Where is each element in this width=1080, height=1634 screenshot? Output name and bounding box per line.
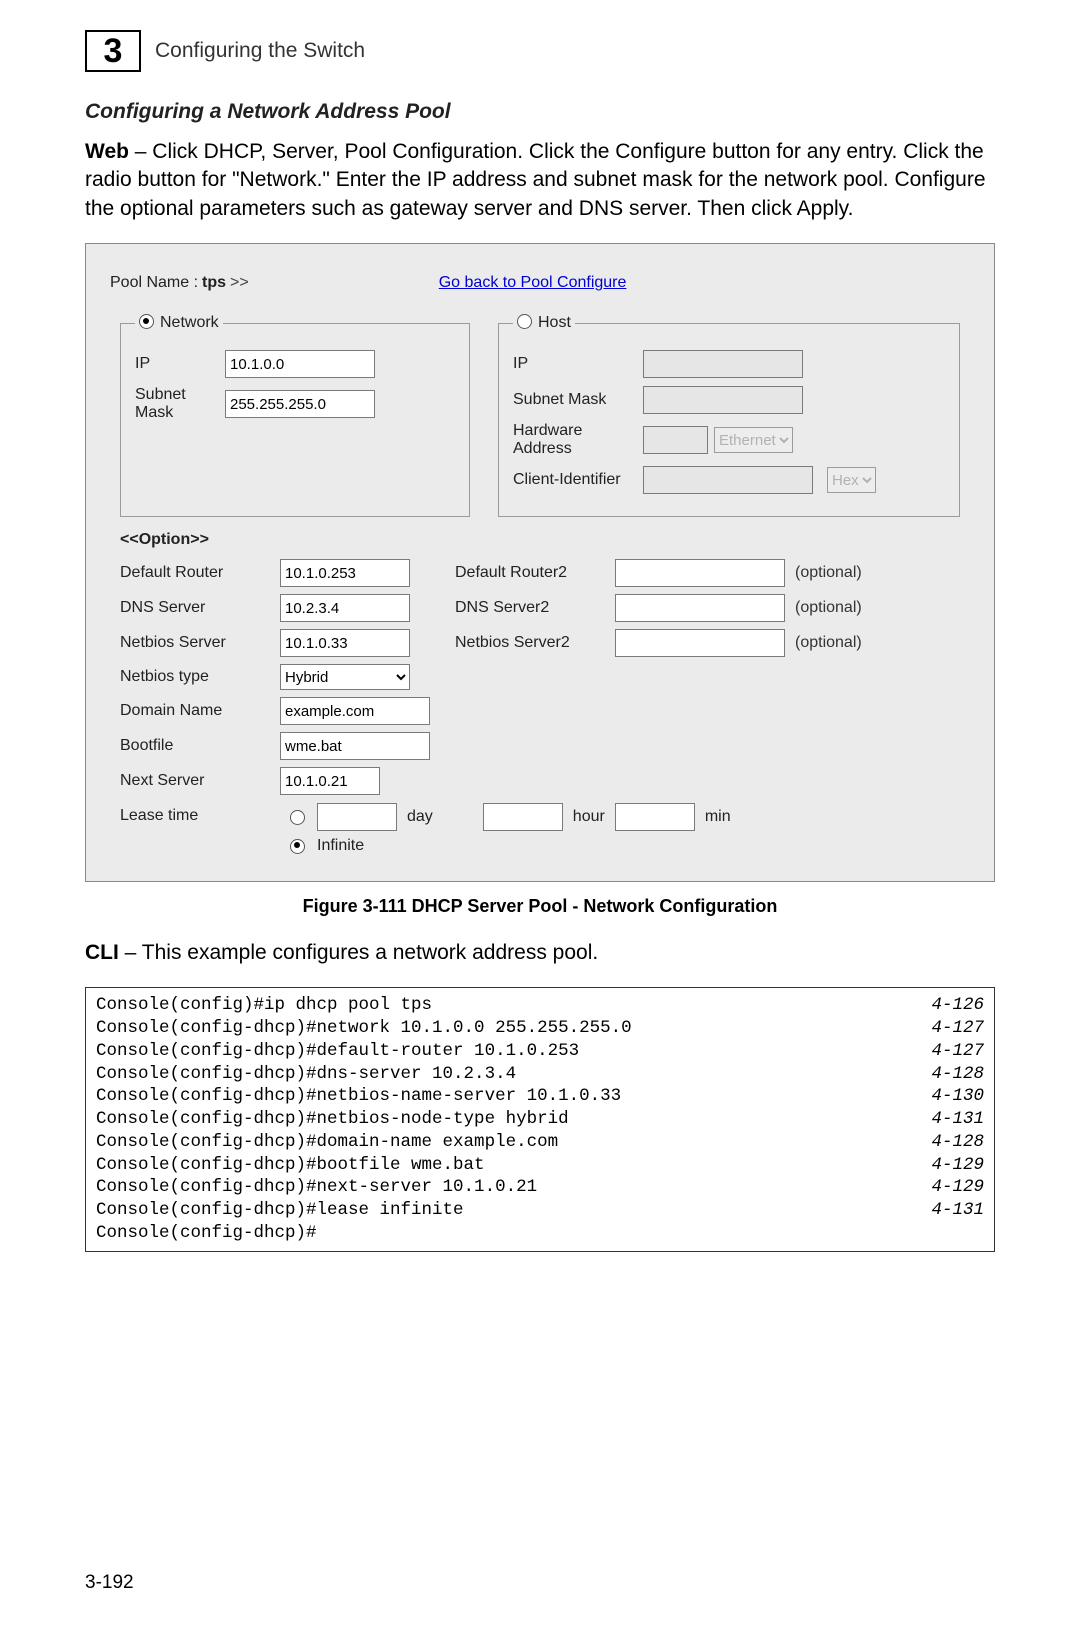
go-back-link[interactable]: Go back to Pool Configure <box>439 274 627 292</box>
cli-command: Console(config)#ip dhcp pool tps <box>96 994 432 1017</box>
host-ip-input <box>643 350 803 378</box>
lease-duration-radio[interactable] <box>290 810 305 825</box>
cli-command: Console(config-dhcp)#next-server 10.1.0.… <box>96 1176 537 1199</box>
cli-command: Console(config-dhcp)#lease infinite <box>96 1199 464 1222</box>
host-hw-type-select: Ethernet <box>714 427 793 453</box>
section-title: Configuring a Network Address Pool <box>85 100 995 124</box>
dns-server-input[interactable] <box>280 594 410 622</box>
page-number: 3-192 <box>85 1572 995 1594</box>
netbios-server2-input[interactable] <box>615 629 785 657</box>
host-legend[interactable]: Host <box>513 314 575 332</box>
chapter-header: 3 Configuring the Switch <box>85 30 995 72</box>
dns-server-label: DNS Server <box>120 599 280 617</box>
cli-page-ref: 4-128 <box>931 1131 984 1154</box>
network-fieldset: Network IP Subnet Mask <box>120 314 470 517</box>
bootfile-label: Bootfile <box>120 737 280 755</box>
default-router2-label: Default Router2 <box>455 564 615 582</box>
option-header: <<Option>> <box>120 531 970 549</box>
web-label: Web <box>85 140 129 163</box>
web-text: – Click DHCP, Server, Pool Configuration… <box>85 140 986 220</box>
lease-infinite-radio[interactable] <box>290 839 305 854</box>
cli-command: Console(config-dhcp)#netbios-name-server… <box>96 1085 621 1108</box>
host-clientid-input <box>643 466 813 494</box>
host-clientid-type-select: Hex <box>827 467 876 493</box>
lease-min-unit: min <box>705 808 731 826</box>
lease-time-label: Lease time <box>120 803 290 825</box>
optional-text-1: (optional) <box>795 564 885 582</box>
network-legend[interactable]: Network <box>135 314 223 332</box>
netbios-type-label: Netbios type <box>120 668 280 686</box>
pool-name-value: tps <box>202 274 226 292</box>
host-hw-label: Hardware Address <box>513 422 643 458</box>
cli-page-ref: 4-127 <box>931 1017 984 1040</box>
next-server-input[interactable] <box>280 767 380 795</box>
cli-command: Console(config-dhcp)#network 10.1.0.0 25… <box>96 1017 632 1040</box>
network-ip-label: IP <box>135 355 225 373</box>
cli-page-ref: 4-130 <box>931 1085 984 1108</box>
web-paragraph: Web – Click DHCP, Server, Pool Configura… <box>85 138 995 223</box>
netbios-type-select[interactable]: Hybrid <box>280 664 410 690</box>
lease-hour-unit: hour <box>573 808 605 826</box>
host-fieldset: Host IP Subnet Mask Hardware Address Eth… <box>498 314 960 517</box>
lease-day-unit: day <box>407 808 433 826</box>
chapter-title: Configuring the Switch <box>155 39 365 63</box>
bootfile-input[interactable] <box>280 732 430 760</box>
cli-command: Console(config-dhcp)#default-router 10.1… <box>96 1040 579 1063</box>
cli-command: Console(config-dhcp)#dns-server 10.2.3.4 <box>96 1063 516 1086</box>
domain-name-input[interactable] <box>280 697 430 725</box>
lease-infinite-label: Infinite <box>317 837 364 855</box>
netbios-server-label: Netbios Server <box>120 634 280 652</box>
netbios-server2-label: Netbios Server2 <box>455 634 615 652</box>
cli-page-ref: 4-128 <box>931 1063 984 1086</box>
host-radio[interactable] <box>517 314 532 329</box>
cli-page-ref: 4-127 <box>931 1040 984 1063</box>
dns-server2-label: DNS Server2 <box>455 599 615 617</box>
lease-hour-input[interactable] <box>483 803 563 831</box>
cli-command: Console(config-dhcp)# <box>96 1222 317 1245</box>
host-hw-input <box>643 426 708 454</box>
default-router-input[interactable] <box>280 559 410 587</box>
host-ip-label: IP <box>513 355 643 373</box>
chevrons: >> <box>230 274 249 292</box>
dns-server2-input[interactable] <box>615 594 785 622</box>
dhcp-pool-screenshot: Pool Name : tps >> Go back to Pool Confi… <box>85 243 995 882</box>
network-legend-text: Network <box>160 314 219 331</box>
host-subnet-label: Subnet Mask <box>513 391 643 409</box>
network-ip-input[interactable] <box>225 350 375 378</box>
host-legend-text: Host <box>538 314 571 331</box>
host-clientid-label: Client-Identifier <box>513 471 643 489</box>
options-area: Default Router Default Router2 (optional… <box>120 559 960 855</box>
chapter-number-badge: 3 <box>85 30 141 72</box>
optional-text-2: (optional) <box>795 599 885 617</box>
netbios-server-input[interactable] <box>280 629 410 657</box>
network-subnet-input[interactable] <box>225 390 375 418</box>
cli-paragraph: CLI – This example configures a network … <box>85 939 995 967</box>
cli-text: – This example configures a network addr… <box>119 941 598 964</box>
cli-page-ref: 4-129 <box>931 1154 984 1177</box>
cli-page-ref: 4-129 <box>931 1176 984 1199</box>
default-router-label: Default Router <box>120 564 280 582</box>
host-subnet-input <box>643 386 803 414</box>
figure-caption: Figure 3-111 DHCP Server Pool - Network … <box>85 896 995 917</box>
cli-page-ref: 4-126 <box>931 994 984 1017</box>
default-router2-input[interactable] <box>615 559 785 587</box>
optional-text-3: (optional) <box>795 634 885 652</box>
network-radio[interactable] <box>139 314 154 329</box>
pool-name-label: Pool Name : <box>110 274 198 292</box>
cli-command: Console(config-dhcp)#bootfile wme.bat <box>96 1154 485 1177</box>
cli-page-ref: 4-131 <box>931 1108 984 1131</box>
cli-label: CLI <box>85 941 119 964</box>
cli-code-block: Console(config)#ip dhcp pool tps 4-126 Con… <box>85 987 995 1251</box>
domain-name-label: Domain Name <box>120 702 280 720</box>
lease-day-input[interactable] <box>317 803 397 831</box>
network-subnet-label: Subnet Mask <box>135 386 225 422</box>
lease-min-input[interactable] <box>615 803 695 831</box>
next-server-label: Next Server <box>120 772 280 790</box>
cli-command: Console(config-dhcp)#domain-name example… <box>96 1131 558 1154</box>
cli-page-ref: 4-131 <box>931 1199 984 1222</box>
cli-command: Console(config-dhcp)#netbios-node-type h… <box>96 1108 569 1131</box>
